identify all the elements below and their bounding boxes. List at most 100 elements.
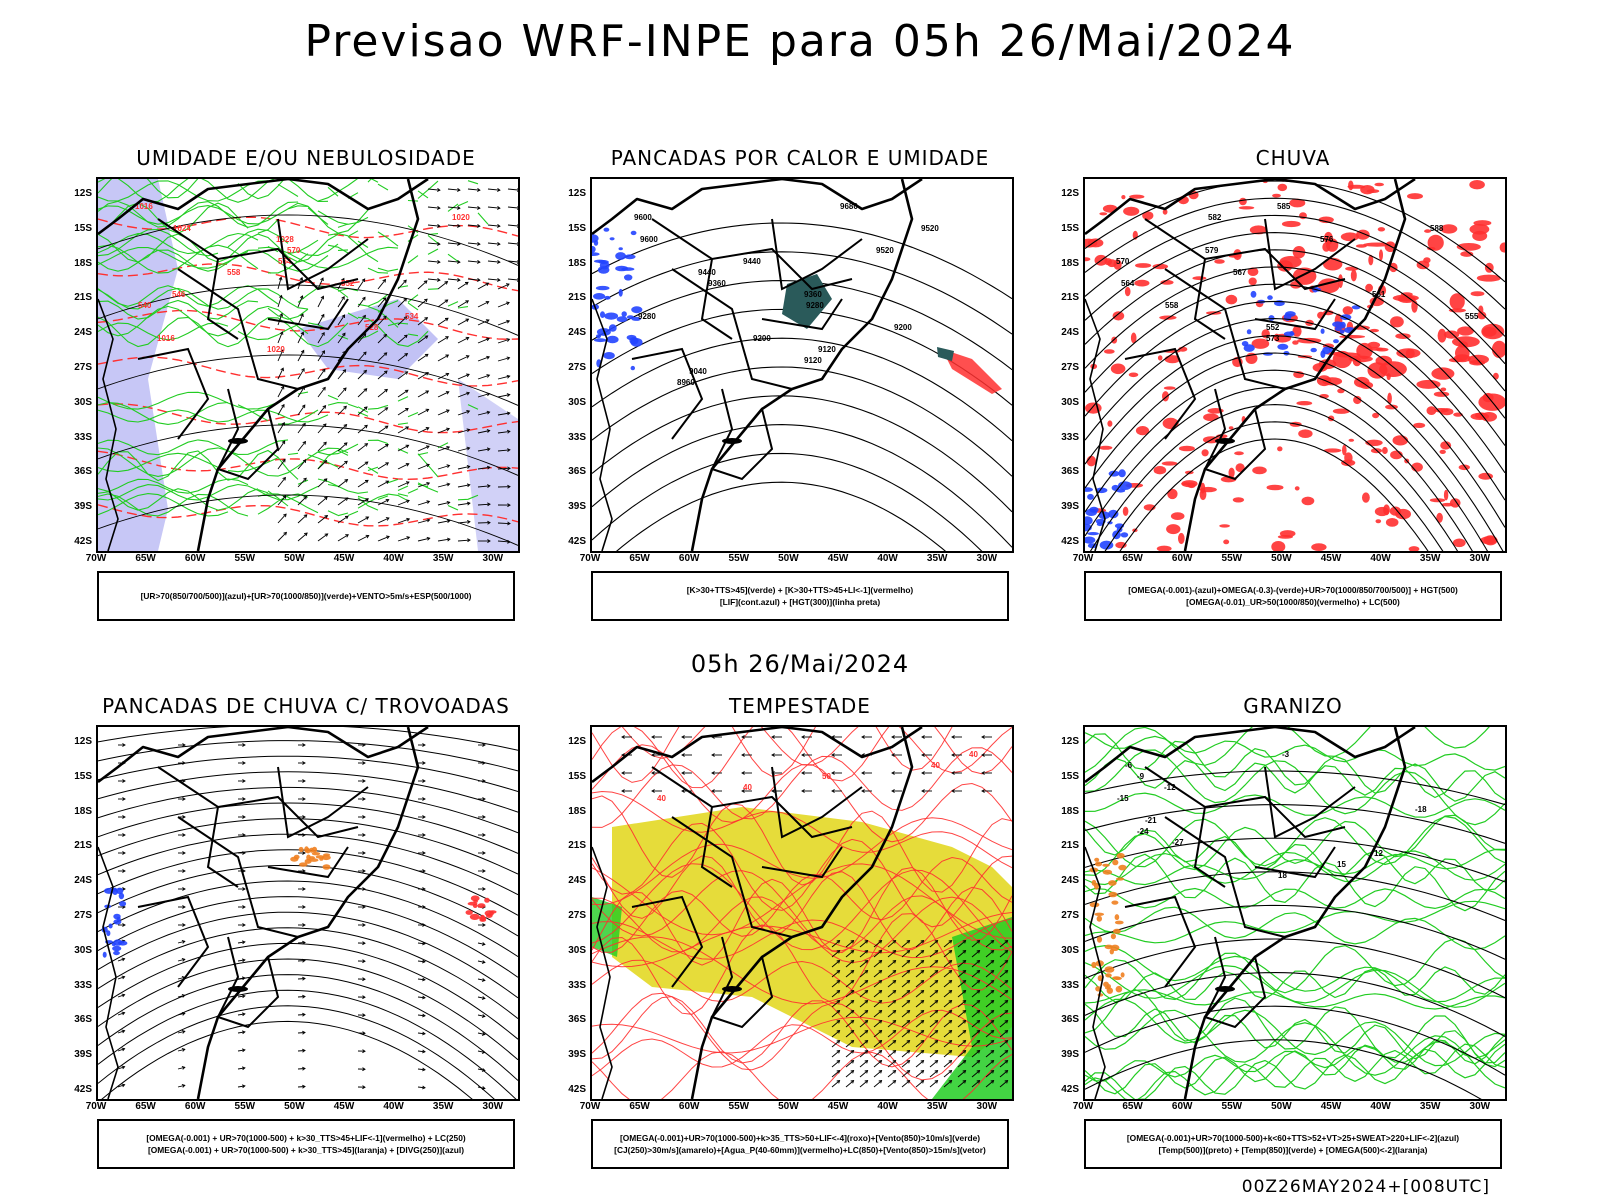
- wind-vector-850: [962, 1010, 967, 1014]
- streamline-arrow: [481, 1050, 486, 1054]
- rain-area: [1163, 386, 1176, 390]
- wind-vector-850: [976, 1070, 981, 1074]
- latitude-tick-label: 18S: [74, 805, 92, 817]
- wind-vector-850: [929, 980, 938, 988]
- streamline-arrow: [481, 996, 486, 1000]
- streamline-arrow: [362, 833, 366, 837]
- rain-area: [1427, 234, 1444, 251]
- omega-area: [1089, 902, 1100, 908]
- wind-vector-850: [915, 980, 924, 988]
- latitude-tick-label: 39S: [74, 1049, 92, 1061]
- latitude-tick-label: 30S: [74, 944, 92, 956]
- longitude-tick-label: 40W: [877, 1101, 898, 1112]
- state-border: [206, 806, 239, 888]
- wind-vector-850: [891, 789, 895, 793]
- state-border: [651, 766, 853, 839]
- wind-vector-850: [957, 990, 966, 998]
- wind-vector-850: [901, 1020, 910, 1028]
- wind-vector: [397, 426, 409, 434]
- rain-area: [1239, 197, 1247, 206]
- wind-vector-850: [915, 940, 924, 948]
- wind-vector: [417, 335, 428, 344]
- wind-vector-850: [878, 1020, 883, 1024]
- wind-vector-850: [957, 1000, 966, 1008]
- wind-vector-850: [990, 960, 995, 964]
- longitude-tick-label: 45W: [1320, 553, 1342, 564]
- hgt500-contour: [1085, 352, 1504, 551]
- thunderstorm-area: [298, 862, 308, 867]
- rain-area: [1318, 216, 1334, 224]
- rain-area: [1110, 363, 1126, 375]
- wind-vector-850: [801, 789, 805, 793]
- longitude-tick-label: 55W: [234, 1101, 256, 1112]
- streamline-arrow: [182, 797, 186, 801]
- lif-contour: [595, 285, 610, 291]
- longitude-tick-label: 55W: [728, 553, 750, 564]
- wind-vector-850: [892, 1000, 897, 1004]
- wind-vector-850: [864, 960, 869, 964]
- wind-vector: [297, 332, 304, 344]
- wind-vector-850: [878, 940, 883, 944]
- streamline-arrow: [362, 995, 366, 1000]
- temp500-contour: [1085, 938, 1505, 999]
- map-canvas: [98, 727, 518, 1099]
- wind-vector-850: [985, 1000, 994, 1008]
- wind-vector-850: [864, 950, 869, 954]
- wind-vector-850: [873, 1040, 882, 1048]
- streamline-arrow: [417, 978, 426, 981]
- wind-vector-850: [957, 1050, 966, 1058]
- wind-vector: [343, 442, 348, 446]
- rain-area: [1249, 225, 1268, 235]
- wind-vector-850: [957, 980, 966, 988]
- legend-line: [OMEGA(-0.001)-(azul)+OMEGA(-0.3)-(verde…: [1128, 585, 1458, 595]
- wind-vector-850: [859, 980, 868, 988]
- omega-area: [1115, 877, 1125, 881]
- rain-area: [1440, 224, 1458, 234]
- streamline: [98, 1005, 495, 1099]
- longitude-tick-label: 50W: [284, 553, 305, 564]
- rain-area: [1382, 446, 1388, 455]
- wind-vector-850: [957, 1070, 966, 1078]
- wind-vector-850: [934, 970, 939, 974]
- wind-vector: [497, 260, 501, 264]
- wind-vector: [457, 465, 470, 470]
- longitude-tick-label: 70W: [85, 553, 107, 564]
- wind-vector-850: [915, 1040, 924, 1048]
- omega-area: [1096, 915, 1102, 922]
- panel-title: CHUVA: [1255, 146, 1331, 170]
- wind-vector-850: [831, 970, 840, 978]
- rain-area: [1161, 461, 1178, 466]
- contour-label: 555: [1465, 312, 1479, 321]
- wind-vector: [497, 188, 501, 192]
- wind-vector: [364, 461, 369, 465]
- streamline-850: [592, 936, 1012, 1005]
- wind-vector-850: [990, 1010, 995, 1014]
- wind-vector: [437, 501, 450, 506]
- map-plot: 585 582 588 576 579 570 567 564 561 558 555 552 573: [1083, 177, 1507, 553]
- streamline-arrow: [182, 779, 186, 783]
- omega-area: [1091, 961, 1097, 969]
- forecast-time-title: 05h 26/Mai/2024: [690, 650, 910, 678]
- wind-vector: [477, 206, 481, 210]
- omega-area: [1320, 350, 1326, 358]
- streamline-850: [592, 856, 1012, 953]
- wind-vector-850: [962, 950, 967, 954]
- wind-vector: [457, 447, 470, 452]
- streamline-850: [592, 727, 1012, 789]
- severe-area: [469, 913, 480, 920]
- streamline-arrow: [362, 869, 366, 873]
- rain-area: [1296, 401, 1313, 406]
- wind-vector-850: [962, 1070, 967, 1074]
- wind-vector-850: [943, 1040, 952, 1048]
- wind-vector-850: [906, 940, 911, 944]
- wind-vector-850: [906, 950, 911, 954]
- convection-area: [937, 347, 954, 361]
- wind-vector: [279, 331, 284, 335]
- wind-vector: [487, 224, 500, 227]
- longitude-tick-label: 35W: [1419, 553, 1441, 564]
- wind-vector-850: [831, 1080, 840, 1088]
- wind-vector-850: [859, 970, 868, 978]
- rain-area: [1134, 279, 1150, 287]
- streamline-arrow: [302, 905, 306, 909]
- wind-vector-850: [951, 789, 955, 793]
